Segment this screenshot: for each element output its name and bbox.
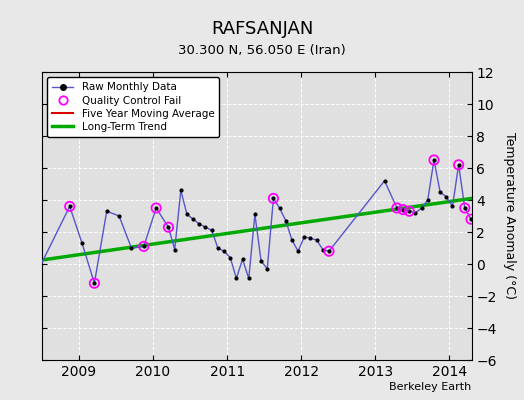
Point (454, 162, 463, 168)
Point (152, 205, 160, 211)
Point (467, 216, 475, 222)
Point (66, 203, 74, 210)
Point (405, 208, 413, 214)
Point (325, 248, 333, 254)
Y-axis label: Temperature Anomaly (°C): Temperature Anomaly (°C) (504, 132, 517, 300)
Point (4, 328, 12, 334)
Legend: Raw Monthly Data, Quality Control Fail, Five Year Moving Average, Long-Term Tren: Raw Monthly Data, Quality Control Fail, … (47, 77, 220, 137)
Point (269, 195, 278, 202)
Point (139, 243, 148, 250)
Point (430, 157, 438, 163)
Text: Berkeley Earth: Berkeley Earth (389, 382, 472, 392)
Point (164, 224, 172, 230)
Text: 30.300 N, 56.050 E (Iran): 30.300 N, 56.050 E (Iran) (178, 44, 346, 57)
Point (392, 205, 401, 211)
Point (461, 205, 469, 211)
Point (90, 280, 99, 286)
Text: RAFSANJAN: RAFSANJAN (211, 20, 313, 38)
Point (399, 206, 407, 213)
